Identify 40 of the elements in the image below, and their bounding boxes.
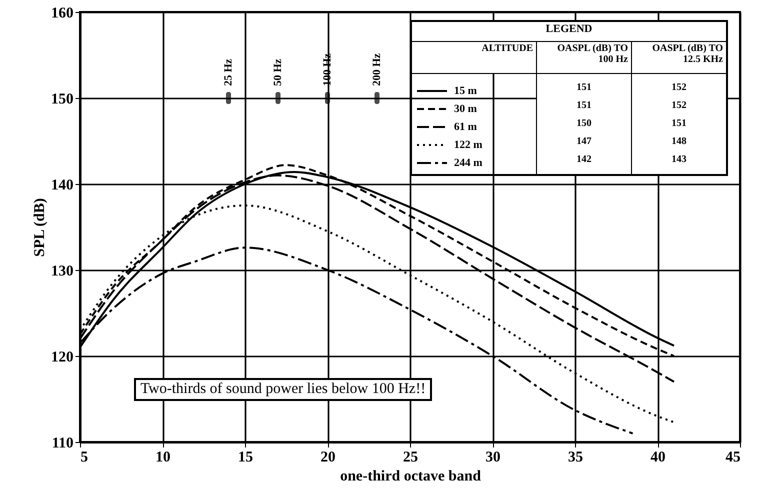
y-tick-label: 110 xyxy=(52,436,74,452)
annotation: 148 xyxy=(670,134,688,148)
legend-label: 15 m xyxy=(454,85,477,97)
x-tick-label: 5 xyxy=(80,450,88,466)
y-tick-label: 140 xyxy=(51,178,74,194)
legend-title: LEGEND xyxy=(411,21,727,41)
legend-label: 244 m xyxy=(454,157,482,169)
y-tick-label: 150 xyxy=(51,92,74,108)
x-tick-label: 10 xyxy=(156,450,170,466)
y-tick-label: 160 xyxy=(51,6,74,22)
annotation: Two-thirds of sound power lies below 100 Hz!! xyxy=(134,378,432,400)
annotation: ALTITUDE xyxy=(411,41,536,73)
legend-label: 122 m xyxy=(454,139,482,151)
annotation: 143 xyxy=(670,152,688,166)
annotation: 50 Hz xyxy=(272,58,284,86)
x-axis-title: one-third octave band xyxy=(340,468,482,484)
annotation: OASPL (dB) TO 100 Hz xyxy=(536,41,632,73)
x-tick-label: 45 xyxy=(726,450,740,466)
x-tick-label: 30 xyxy=(486,450,500,466)
annotation: 152 xyxy=(670,98,688,112)
annotation: 151 xyxy=(576,98,592,112)
annotation: 150 xyxy=(576,116,592,130)
annotation: 151 xyxy=(670,116,688,130)
annotation: 152 xyxy=(670,80,688,94)
annotation: 25 Hz xyxy=(222,58,234,86)
x-tick-label: 40 xyxy=(650,450,666,466)
y-tick-label: 120 xyxy=(51,350,74,366)
x-tick-label: 15 xyxy=(238,450,253,466)
annotation: 142 xyxy=(576,152,592,166)
annotation: 200 Hz xyxy=(371,53,383,86)
annotation: 151 xyxy=(576,80,592,94)
y-axis-title: SPL (dB) xyxy=(32,198,48,257)
x-tick-label: 20 xyxy=(320,450,336,466)
legend-label: 30 m xyxy=(454,103,477,115)
y-tick-label: 130 xyxy=(51,264,74,280)
x-tick-label: 25 xyxy=(403,450,418,466)
legend-label: 61 m xyxy=(454,121,477,133)
annotation: 147 xyxy=(576,134,592,148)
annotation: OASPL (dB) TO 12.5 KHz xyxy=(632,41,727,73)
x-tick-label: 35 xyxy=(568,450,583,466)
